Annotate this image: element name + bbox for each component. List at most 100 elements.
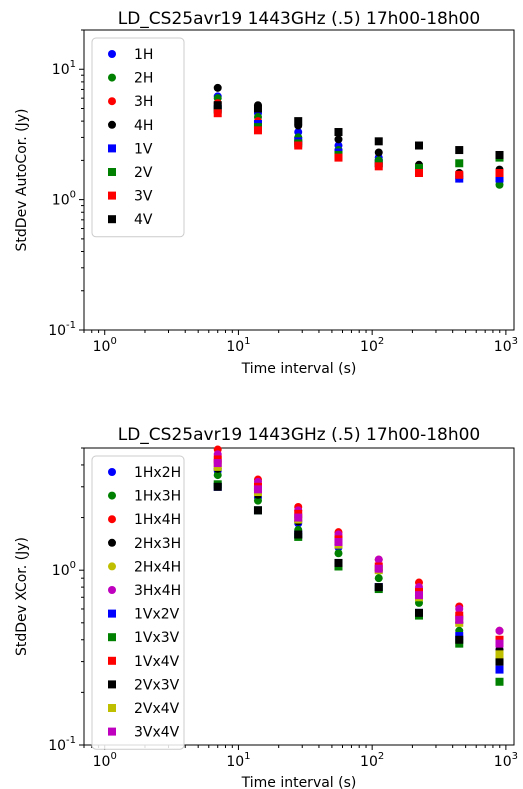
legend-label: 2H [134, 71, 153, 87]
data-point [374, 583, 383, 592]
data-point [334, 558, 343, 567]
data-point [294, 513, 303, 522]
y-tick-label: 100 [52, 560, 76, 579]
data-point [414, 608, 423, 617]
data-point [294, 117, 303, 126]
data-point [253, 126, 262, 135]
legend-marker [108, 562, 116, 571]
y-axis-label: StdDev AutoCor. (Jy) [14, 109, 30, 252]
plot-frame [83, 447, 515, 746]
legend-label: 1Vx4V [134, 654, 180, 670]
legend-label: 1Vx3V [134, 630, 180, 646]
data-point [334, 549, 343, 558]
data-point [414, 591, 423, 600]
data-point [414, 163, 423, 172]
data-point [253, 485, 262, 494]
legend-marker [108, 727, 116, 736]
y-tick-label: 101 [52, 59, 76, 78]
data-point [374, 162, 383, 171]
data-point [495, 180, 504, 189]
legend-label: 3Hx4H [134, 583, 181, 599]
legend-label: 2Vx3V [134, 677, 180, 693]
data-point [455, 611, 464, 620]
data-point [374, 555, 383, 564]
x-tick-label: 102 [360, 336, 384, 355]
data-point [213, 482, 222, 491]
legend-label: 3H [134, 94, 153, 110]
data-point [213, 471, 222, 480]
legend-label: 1V [134, 141, 153, 157]
legend-marker [108, 656, 116, 665]
data-point [414, 141, 423, 150]
legend-label: 1H [134, 47, 153, 63]
data-point [334, 537, 343, 546]
data-point [495, 150, 504, 159]
data-point [374, 574, 383, 583]
chart-2: LD_CS25avr19 1443GHz (.5) 17h00-18h00 100… [14, 425, 518, 789]
legend-marker [108, 120, 116, 129]
legend-label: 2Hx3H [134, 536, 181, 552]
legend [91, 455, 185, 750]
data-point [495, 174, 504, 183]
data-point [455, 170, 464, 179]
data-point [455, 146, 464, 155]
data-point [374, 148, 383, 157]
data-point [495, 639, 504, 648]
legend-marker [108, 50, 116, 58]
legend-marker [108, 586, 116, 594]
x-tick-label: 101 [226, 336, 250, 355]
chart-1: LD_CS25avr19 1443GHz (.5) 17h00-18h00 100… [14, 9, 518, 377]
x-tick-label: 101 [226, 751, 250, 770]
legend-marker [108, 168, 116, 176]
legend-marker [108, 538, 116, 547]
data-point [253, 496, 262, 505]
y-tick-label: 10-1 [48, 735, 76, 754]
data-point [294, 141, 303, 150]
legend-marker [108, 191, 116, 200]
data-point [213, 83, 222, 92]
x-axis-label: Time interval (s) [241, 361, 357, 377]
data-point [253, 506, 262, 515]
legend-label: 2V [134, 165, 153, 181]
legend-marker [108, 73, 116, 82]
legend-marker [108, 491, 116, 500]
data-point [334, 128, 343, 137]
legend-marker [108, 215, 116, 224]
data-point [455, 604, 464, 613]
data-point [294, 530, 303, 539]
data-point [374, 137, 383, 146]
legend-marker [108, 633, 116, 642]
data-point [495, 626, 504, 635]
data-point [455, 635, 464, 644]
legend-label: 3Vx4V [134, 725, 180, 741]
data-point [213, 459, 222, 468]
legend-marker [108, 144, 116, 153]
x-tick-label: 100 [93, 336, 117, 355]
data-point [455, 615, 464, 624]
series-2Vx3V [213, 482, 504, 666]
series-3Vx4V [213, 459, 504, 648]
legend-label: 1Hx3H [134, 489, 181, 505]
data-point [495, 650, 504, 659]
legend-marker [108, 468, 116, 476]
data-point [495, 665, 504, 674]
y-axis-label: StdDev XCor. (Jy) [14, 537, 30, 656]
legend-marker [108, 609, 116, 618]
x-tick-label: 103 [494, 336, 518, 355]
data-point [253, 104, 262, 113]
legend-marker [108, 97, 116, 106]
legend-label: 3V [134, 189, 153, 205]
data-point [495, 169, 504, 178]
legend-label: 4V [134, 212, 153, 228]
legend-label: 2Hx4H [134, 559, 181, 575]
legend-label: 1Vx2V [134, 607, 180, 623]
data-point [455, 159, 464, 168]
data-point [334, 135, 343, 144]
plot-frame [83, 29, 515, 331]
y-tick-label: 100 [52, 190, 76, 209]
legend [91, 37, 185, 238]
x-axis-label: Time interval (s) [241, 775, 357, 789]
series-3V [213, 109, 504, 179]
data-point [213, 101, 222, 110]
